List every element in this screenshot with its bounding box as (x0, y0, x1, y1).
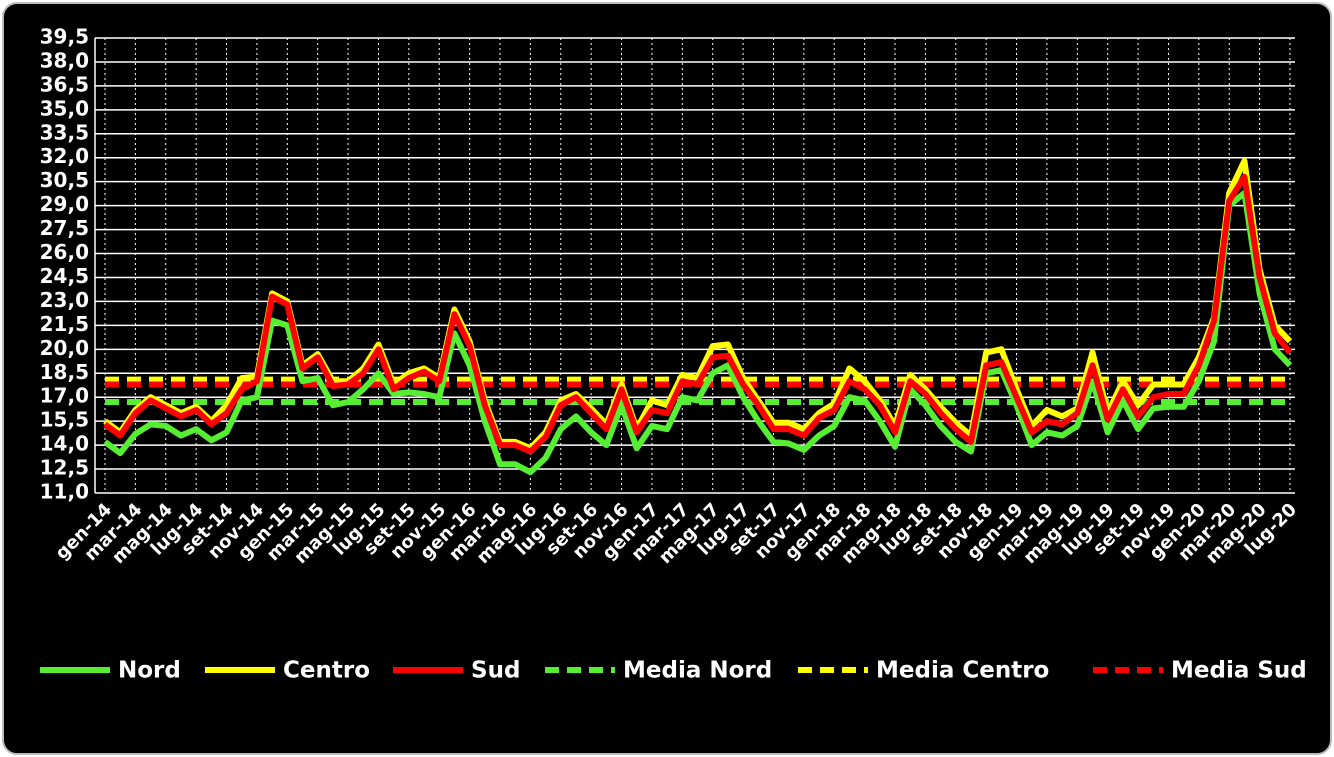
y-tick-label: 38,0 (40, 48, 89, 72)
y-tick-label: 27,5 (40, 216, 89, 240)
legend-label: Media Nord (623, 658, 772, 684)
y-tick-label: 18,5 (40, 360, 89, 384)
y-tick-label: 21,5 (40, 312, 89, 336)
y-tick-label: 39,5 (40, 25, 89, 49)
series-line (103, 173, 1293, 455)
y-tick-label: 35,0 (40, 96, 89, 120)
legend-label: Media Sud (1171, 658, 1307, 684)
y-tick-label: 24,5 (40, 264, 89, 288)
series-line (103, 189, 1293, 476)
legend-label: Sud (471, 658, 520, 684)
y-tick-label: 12,5 (40, 456, 89, 480)
y-tick-label: 30,5 (40, 168, 89, 192)
legend-label: Nord (118, 658, 181, 684)
y-tick-label: 32,0 (40, 144, 89, 168)
y-tick-label: 36,5 (40, 72, 89, 96)
y-tick-label: 26,0 (40, 240, 89, 264)
y-tick-label: 23,0 (40, 288, 89, 312)
legend-label: Centro (283, 658, 370, 684)
y-tick-label: 20,0 (40, 336, 89, 360)
legend-label: Media Centro (876, 658, 1049, 684)
y-tick-label: 11,0 (40, 480, 89, 504)
y-tick-label: 14,0 (40, 432, 89, 456)
y-tick-label: 33,5 (40, 120, 89, 144)
y-tick-label: 15,5 (40, 408, 89, 432)
y-tick-label: 17,0 (40, 384, 89, 408)
y-tick-label: 29,0 (40, 192, 89, 216)
